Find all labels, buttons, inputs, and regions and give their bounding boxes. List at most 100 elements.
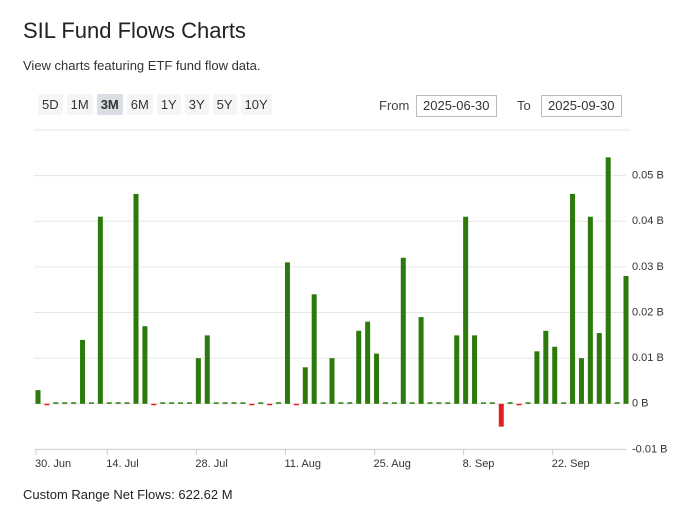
bar bbox=[534, 351, 540, 404]
bar bbox=[276, 402, 282, 404]
bar bbox=[258, 402, 264, 404]
bar bbox=[623, 276, 629, 404]
y-tick-label: 0.05 B bbox=[632, 170, 664, 182]
bar bbox=[124, 402, 130, 404]
from-label: From bbox=[379, 98, 410, 113]
bar bbox=[489, 402, 495, 404]
bar bbox=[356, 330, 362, 404]
bar bbox=[133, 193, 139, 404]
bar bbox=[249, 403, 255, 406]
bar bbox=[53, 402, 59, 404]
bar bbox=[284, 262, 290, 404]
bar bbox=[374, 353, 380, 404]
bar bbox=[178, 402, 184, 404]
range-button[interactable]: 5D bbox=[38, 94, 63, 115]
bar bbox=[97, 216, 103, 404]
bar bbox=[614, 402, 620, 404]
range-button[interactable]: 6M bbox=[126, 94, 153, 115]
bar bbox=[418, 317, 424, 404]
bar bbox=[160, 402, 166, 404]
to-label: To bbox=[517, 98, 531, 113]
range-button[interactable]: 3M bbox=[96, 94, 123, 115]
bar bbox=[338, 402, 344, 404]
y-tick-label: 0.02 B bbox=[632, 306, 664, 318]
bar bbox=[195, 358, 201, 404]
y-tick-label: 0 B bbox=[632, 398, 649, 410]
bar bbox=[204, 335, 210, 404]
from-input[interactable]: 2025-06-30 bbox=[416, 95, 497, 117]
x-tick-label: 8. Sep bbox=[463, 458, 495, 470]
to-input[interactable]: 2025-09-30 bbox=[541, 95, 622, 117]
range-button[interactable]: 1M bbox=[66, 94, 93, 115]
bar bbox=[578, 358, 584, 404]
bar bbox=[80, 339, 86, 404]
bar bbox=[320, 402, 326, 404]
y-tick-label: 0.01 B bbox=[632, 352, 664, 364]
bar bbox=[142, 326, 148, 404]
bar bbox=[605, 157, 611, 404]
bar bbox=[472, 335, 478, 404]
x-tick-label: 30. Jun bbox=[35, 458, 71, 470]
x-tick-label: 14. Jul bbox=[106, 458, 138, 470]
bar bbox=[62, 402, 68, 404]
range-button[interactable]: 3Y bbox=[184, 94, 209, 115]
bar bbox=[516, 403, 522, 406]
net-flows-value: 622.62 M bbox=[178, 487, 233, 502]
bar bbox=[454, 335, 460, 404]
bar bbox=[186, 402, 192, 404]
bar bbox=[231, 402, 237, 404]
bar bbox=[88, 402, 94, 404]
bar bbox=[267, 403, 273, 406]
net-flows-label: Custom Range Net Flows: bbox=[23, 487, 175, 502]
bar bbox=[507, 402, 513, 404]
bar bbox=[293, 403, 299, 406]
bar bbox=[71, 402, 77, 404]
bar bbox=[106, 402, 112, 404]
bar bbox=[463, 216, 469, 404]
bar bbox=[35, 390, 41, 404]
bar bbox=[427, 402, 433, 404]
bar bbox=[311, 294, 317, 404]
bar bbox=[436, 402, 442, 404]
bar bbox=[498, 403, 504, 427]
x-tick-label: 22. Sep bbox=[552, 458, 590, 470]
bar bbox=[365, 321, 371, 404]
net-flows: Custom Range Net Flows: 622.62 M bbox=[23, 487, 233, 502]
bar bbox=[302, 367, 308, 404]
y-tick-label: -0.01 B bbox=[632, 443, 667, 455]
range-button[interactable]: 10Y bbox=[240, 94, 272, 115]
bar bbox=[329, 358, 335, 404]
range-button[interactable]: 1Y bbox=[156, 94, 181, 115]
bar bbox=[400, 257, 406, 404]
bar bbox=[445, 402, 451, 404]
y-tick-label: 0.03 B bbox=[632, 261, 664, 273]
bar bbox=[347, 402, 353, 404]
bar bbox=[480, 402, 486, 404]
bar bbox=[151, 403, 157, 406]
bar bbox=[525, 402, 531, 404]
x-tick-label: 25. Aug bbox=[374, 458, 411, 470]
bar bbox=[587, 216, 593, 404]
x-tick-label: 28. Jul bbox=[195, 458, 227, 470]
bar bbox=[44, 403, 50, 406]
page-title: SIL Fund Flows Charts bbox=[23, 18, 246, 43]
bar bbox=[596, 333, 602, 404]
range-button[interactable]: 5Y bbox=[212, 94, 237, 115]
range-buttons: 5D 1M 3M 6M 1Y 3Y 5Y 10Y bbox=[38, 94, 272, 115]
bar bbox=[222, 402, 228, 404]
bar bbox=[570, 193, 576, 404]
bar bbox=[169, 402, 175, 404]
y-tick-label: 0.04 B bbox=[632, 215, 664, 227]
bar bbox=[543, 330, 549, 404]
bar bbox=[552, 346, 558, 404]
bar bbox=[409, 402, 415, 404]
bar bbox=[561, 402, 567, 404]
x-tick-label: 11. Aug bbox=[284, 458, 321, 470]
page-subtitle: View charts featuring ETF fund flow data… bbox=[23, 58, 261, 73]
bar bbox=[115, 402, 121, 404]
bar bbox=[213, 402, 219, 404]
bar bbox=[382, 402, 388, 404]
bar bbox=[240, 402, 246, 404]
